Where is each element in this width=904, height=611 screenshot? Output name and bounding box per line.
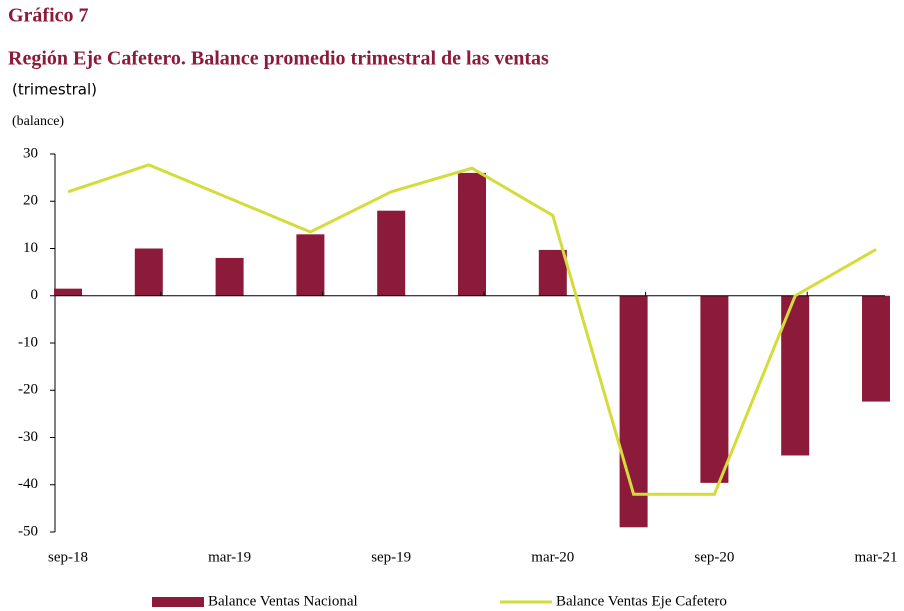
x-tick-label: sep-19 [371,549,411,565]
bar [700,295,729,483]
y-tick-label: -10 [18,334,38,350]
line [67,163,877,496]
chart-subtitle: Región Eje Cafetero. Balance promedio tr… [8,48,549,70]
bar [296,234,325,296]
bar [54,288,82,296]
bar [377,210,406,296]
bar [134,248,163,296]
y-tick-label: -50 [18,523,38,539]
bar [619,295,648,528]
y-tick-label: -20 [18,382,38,398]
x-tick-label: mar-19 [208,549,251,565]
frequency-label: (trimestral) [12,81,97,99]
legend-swatch [152,597,204,607]
legend-label: Balance Ventas Nacional [208,593,358,609]
chart-title: Gráfico 7 [8,5,89,27]
y-tick-label: -30 [18,429,38,445]
y-axis-label: (balance) [12,114,64,129]
bar [862,295,890,402]
y-tick-label: 0 [31,287,39,303]
x-tick-label: mar-20 [531,549,574,565]
legend-label: Balance Ventas Eje Cafetero [556,593,727,609]
bar [538,249,567,296]
y-tick-label: 20 [23,193,38,209]
y-tick-label: 30 [23,145,38,161]
x-tick-label: sep-20 [694,549,734,565]
y-tick-label: -40 [18,476,38,492]
x-tick-label: sep-18 [48,549,88,565]
bar [215,257,244,296]
x-tick-label: mar-21 [854,549,897,565]
y-tick-label: 10 [23,240,38,256]
bar [458,172,486,296]
